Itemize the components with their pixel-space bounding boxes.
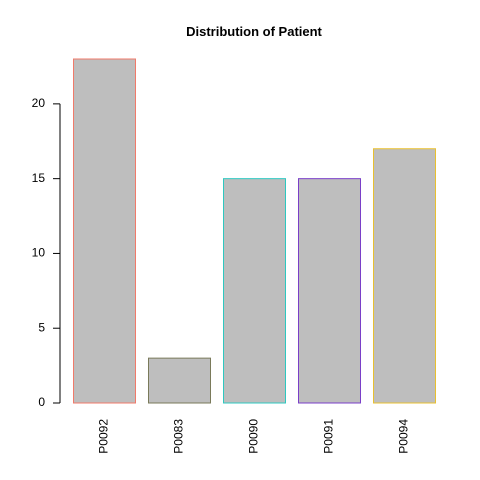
y-tick-label: 5 (38, 320, 45, 334)
x-tick-label: P0094 (397, 419, 411, 454)
y-axis: 0 5 10 15 20 (32, 96, 61, 409)
y-tick-label: 20 (32, 96, 46, 110)
bars-group (73, 58, 436, 404)
y-tick-label: 15 (32, 171, 46, 185)
bar-p0091 (298, 178, 361, 404)
chart-title: Distribution of Patient (186, 24, 322, 39)
bar-p0090 (223, 178, 286, 404)
bar-p0092 (73, 58, 136, 404)
bar-p0083 (148, 357, 211, 404)
bar-p0094 (373, 148, 436, 404)
x-tick-label: P0090 (247, 419, 261, 454)
y-tick-label: 10 (32, 246, 46, 260)
x-tick-label: P0083 (172, 419, 186, 454)
y-tick-label: 0 (38, 395, 45, 409)
x-tick-label: P0092 (97, 419, 111, 454)
x-tick-label: P0091 (322, 419, 336, 454)
x-axis-labels: P0092 P0083 P0090 P0091 P0094 (97, 419, 411, 454)
